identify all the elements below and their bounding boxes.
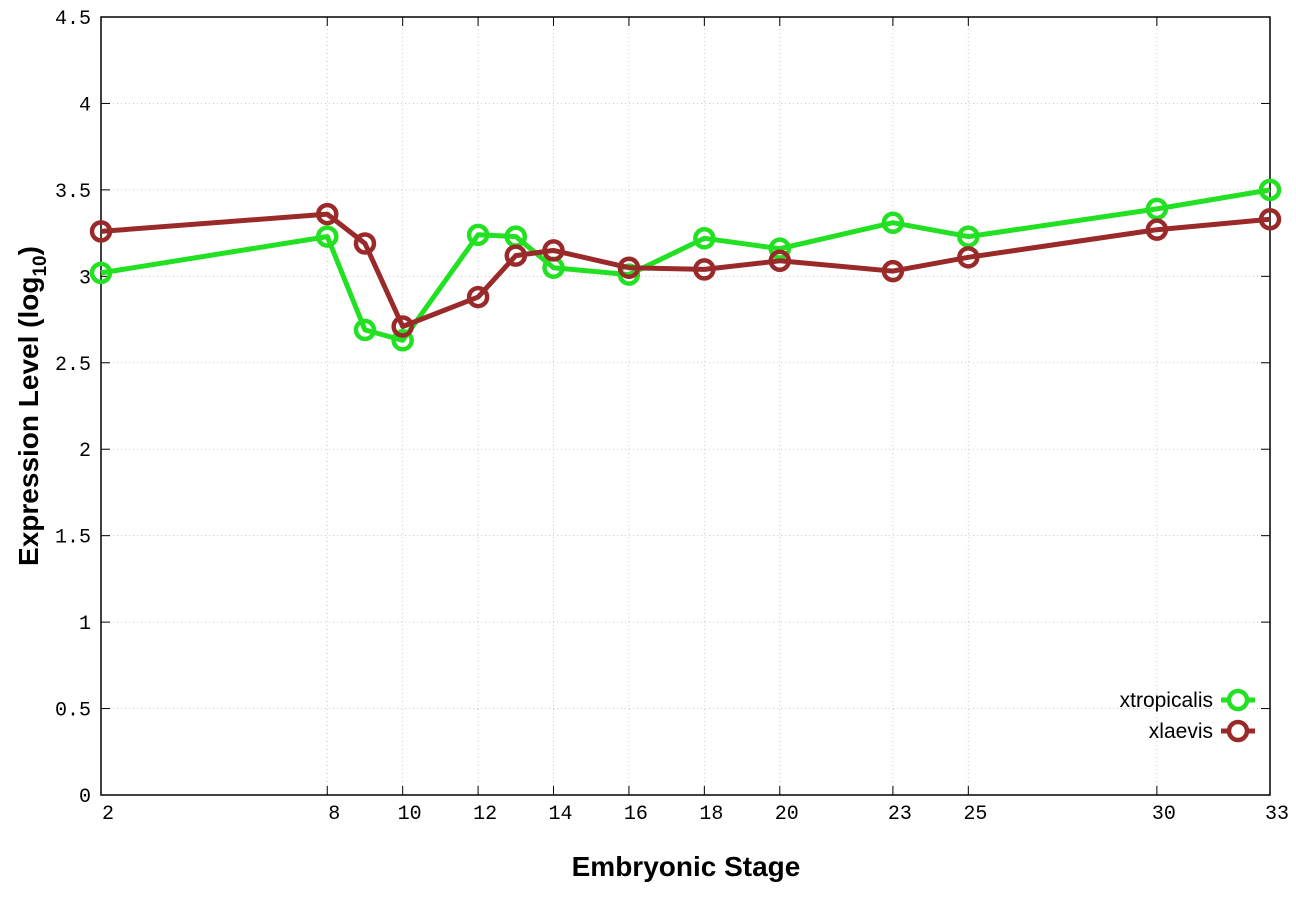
series-line-xtropicalis: [100, 187, 1271, 343]
data-point-xlaevis: [1145, 218, 1169, 241]
x-tick-label: 16: [624, 803, 648, 826]
data-point-xlaevis: [391, 315, 414, 338]
data-point-xtropicalis: [881, 211, 905, 234]
data-point-xlaevis: [617, 256, 641, 279]
legend-label-xlaevis: xlaevis: [1149, 720, 1213, 743]
data-point-xtropicalis: [957, 225, 980, 248]
y-tick-label: 2.5: [55, 354, 91, 377]
y-axis-title: Expression Level (log10): [13, 246, 51, 566]
data-point-xlaevis: [353, 232, 377, 255]
data-point-xtropicalis: [391, 329, 414, 352]
x-axis-title: Embryonic Stage: [572, 851, 801, 882]
y-axis-title-subscript: 10: [30, 255, 51, 276]
y-tick-label: 0: [79, 786, 91, 809]
data-point-xtropicalis: [1258, 178, 1282, 202]
data-point-xlaevis: [466, 285, 490, 309]
x-tick-label: 14: [549, 803, 573, 826]
data-point-xtropicalis: [693, 227, 716, 250]
y-tick-label: 4: [79, 94, 91, 117]
y-tick-label: 3: [79, 267, 91, 290]
x-tick-label: 33: [1265, 803, 1289, 826]
legend-label-xtropicalis: xtropicalis: [1120, 689, 1213, 712]
legend-marker-xtropicalis: [1226, 688, 1250, 712]
data-point-xlaevis: [881, 259, 905, 283]
y-axis-title-close: ): [13, 246, 44, 255]
data-point-xlaevis: [316, 202, 339, 226]
legend: xtropicalis xlaevis: [1120, 688, 1255, 743]
y-tick-label: 4.5: [55, 8, 91, 31]
data-point-xlaevis: [768, 249, 792, 273]
legend-marker-xlaevis: [1226, 719, 1250, 743]
y-tick-label: 3.5: [55, 181, 91, 204]
data-point-xtropicalis: [1145, 197, 1169, 221]
x-tick-label: 23: [888, 803, 912, 826]
series-line-xlaevis: [100, 211, 1271, 329]
x-tick-label: 30: [1152, 803, 1176, 826]
data-point-xlaevis: [693, 258, 716, 281]
grid-lines: [101, 17, 1270, 795]
x-tick-label: 12: [473, 803, 497, 826]
data-point-xtropicalis: [768, 237, 792, 260]
x-tick-label: 2: [102, 803, 114, 826]
data-point-xtropicalis: [316, 225, 339, 248]
y-tick-label: 0.5: [55, 700, 91, 723]
data-point-xtropicalis: [353, 318, 377, 342]
x-tick-label: 10: [398, 803, 422, 826]
y-tick-label: 1.5: [55, 527, 91, 550]
data-point-xtropicalis: [89, 261, 113, 285]
x-tick-label: 20: [775, 803, 799, 826]
data-point-xlaevis: [1258, 208, 1282, 231]
y-tick-label: 2: [79, 440, 91, 463]
data-point-xlaevis: [957, 246, 980, 269]
data-point-xlaevis: [542, 239, 565, 262]
data-point-xlaevis: [89, 220, 113, 243]
y-axis-title-main: Expression Level (log: [13, 277, 44, 566]
data-point-xtropicalis: [466, 223, 490, 247]
y-tick-label: 1: [79, 613, 91, 636]
x-tick-label: 18: [699, 803, 723, 826]
plot-frame: [100, 16, 1271, 796]
data-point-xlaevis: [504, 244, 528, 267]
x-tick-label: 8: [328, 803, 340, 826]
x-tick-label: 25: [963, 803, 987, 826]
data-point-xtropicalis: [504, 225, 528, 248]
axis-ticks: 0 0.5 1 1.5 2 2.5 3 3.5 4 4.5 2 8 10 12 14 16 18 20 23 25 30…: [55, 8, 1289, 826]
series-layer: [89, 178, 1282, 352]
